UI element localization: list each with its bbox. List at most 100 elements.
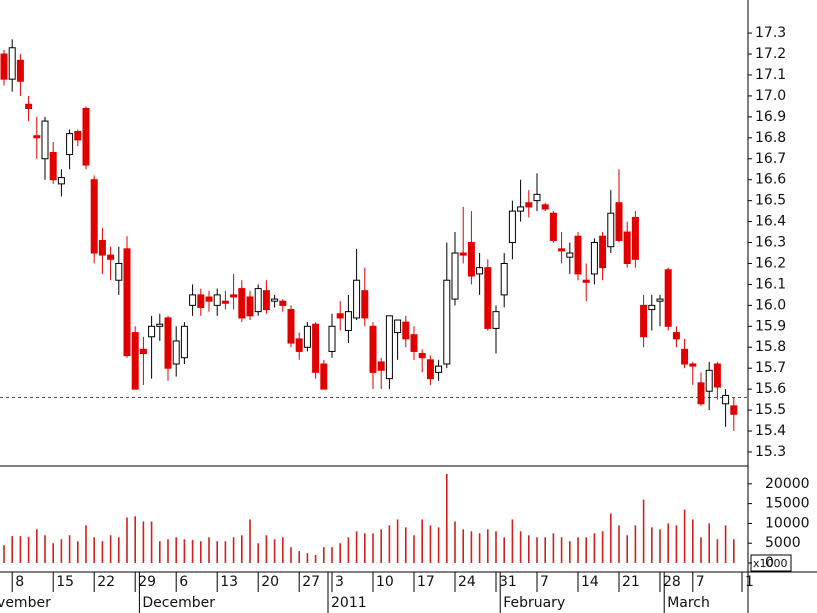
candle-body <box>353 279 361 319</box>
candle-body <box>16 59 24 82</box>
candle-body <box>221 300 229 304</box>
candle-body <box>590 242 598 275</box>
y-tick-label: 17.3 <box>755 25 786 41</box>
y-tick-label: 16.4 <box>755 214 786 230</box>
candle-body <box>451 252 459 300</box>
y-tick-label: 17.0 <box>755 88 786 104</box>
x-tick-label: 13 <box>220 574 238 590</box>
candle-body <box>156 323 164 327</box>
volume-tick-label: 0 <box>765 555 774 571</box>
volume-tick-label: 20000 <box>765 476 810 492</box>
x-tick-label: 28 <box>663 574 681 590</box>
candle-body <box>640 304 648 338</box>
candle-body <box>230 294 238 298</box>
candle-body <box>705 369 713 392</box>
candle-body <box>238 288 246 319</box>
x-tick-label: 29 <box>138 574 156 590</box>
candle-body <box>607 212 615 248</box>
y-tick-label: 16.0 <box>755 297 786 313</box>
candle-body <box>0 53 8 80</box>
candle-body <box>566 252 574 258</box>
candle-body <box>361 290 369 319</box>
y-tick-label: 16.5 <box>755 193 786 209</box>
candle-body <box>722 394 730 405</box>
candle-body <box>74 131 82 141</box>
candle-body <box>344 311 352 331</box>
candle-body <box>648 304 656 311</box>
candle-body <box>713 363 721 388</box>
x-tick-label: 31 <box>499 574 517 590</box>
candle-body <box>582 279 590 283</box>
y-tick-label: 16.2 <box>755 255 786 271</box>
candle-body <box>295 338 303 352</box>
y-tick-label: 16.9 <box>755 109 786 125</box>
candle-body <box>623 231 631 264</box>
candle-body <box>213 294 221 306</box>
candle-body <box>336 313 344 319</box>
candle-body <box>500 262 508 296</box>
candle-body <box>312 323 320 373</box>
month-label: December <box>142 595 215 611</box>
candle-body <box>189 294 197 306</box>
volume-tick-label: 5000 <box>765 535 801 551</box>
month-label: March <box>667 595 710 611</box>
candle-body <box>443 279 451 365</box>
candle-body <box>328 325 336 352</box>
candle-body <box>33 135 41 139</box>
x-tick-label: 7 <box>540 574 549 590</box>
x-tick-label: 1 <box>745 574 754 590</box>
candle-body <box>82 107 90 166</box>
candle-body <box>262 290 270 311</box>
candle-body <box>254 288 262 313</box>
x-tick-label: 8 <box>15 574 24 590</box>
candle-body <box>246 296 254 317</box>
x-tick-label: 24 <box>458 574 476 590</box>
candle-body <box>418 353 426 359</box>
y-tick-label: 15.7 <box>755 360 786 376</box>
month-label: February <box>503 595 565 611</box>
candle-body <box>631 216 639 260</box>
y-tick-label: 16.7 <box>755 151 786 167</box>
candle-body <box>615 202 623 241</box>
candle-body <box>672 332 680 340</box>
candle-body <box>435 365 443 373</box>
candle-body <box>484 267 492 329</box>
candle-body <box>599 235 607 269</box>
candle-body <box>197 294 205 308</box>
y-tick-label: 16.1 <box>755 276 786 292</box>
y-tick-label: 15.6 <box>755 381 786 397</box>
candle-body <box>656 298 664 302</box>
candle-body <box>697 382 705 405</box>
candle-body <box>205 296 213 302</box>
y-tick-label: 16.6 <box>755 172 786 188</box>
candle-body <box>664 269 672 327</box>
candle-body <box>426 359 434 380</box>
candle-body <box>25 103 33 109</box>
candle-body <box>180 325 188 359</box>
candle-body <box>271 298 279 302</box>
x-tick-label: 10 <box>376 574 394 590</box>
candle-body <box>8 47 16 80</box>
candle-body <box>476 267 484 275</box>
candle-body <box>41 120 49 160</box>
y-tick-label: 17.1 <box>755 67 786 83</box>
candle-body <box>508 210 516 244</box>
y-tick-label: 15.4 <box>755 423 786 439</box>
y-tick-label: 15.8 <box>755 339 786 355</box>
candle-body <box>98 239 106 256</box>
candle-body <box>689 363 697 367</box>
candle-body <box>517 206 525 212</box>
x-tick-label: 22 <box>97 574 115 590</box>
candle-body <box>57 177 65 185</box>
volume-tick-label: 15000 <box>765 496 810 512</box>
candle-body <box>123 248 131 357</box>
candle-body <box>492 311 500 329</box>
candle-body <box>369 325 377 373</box>
month-label: 2011 <box>331 595 367 611</box>
month-label: November <box>0 595 51 611</box>
candle-body <box>558 248 566 252</box>
y-tick-label: 16.3 <box>755 235 786 251</box>
candle-body <box>49 151 57 181</box>
x-tick-label: 7 <box>696 574 705 590</box>
